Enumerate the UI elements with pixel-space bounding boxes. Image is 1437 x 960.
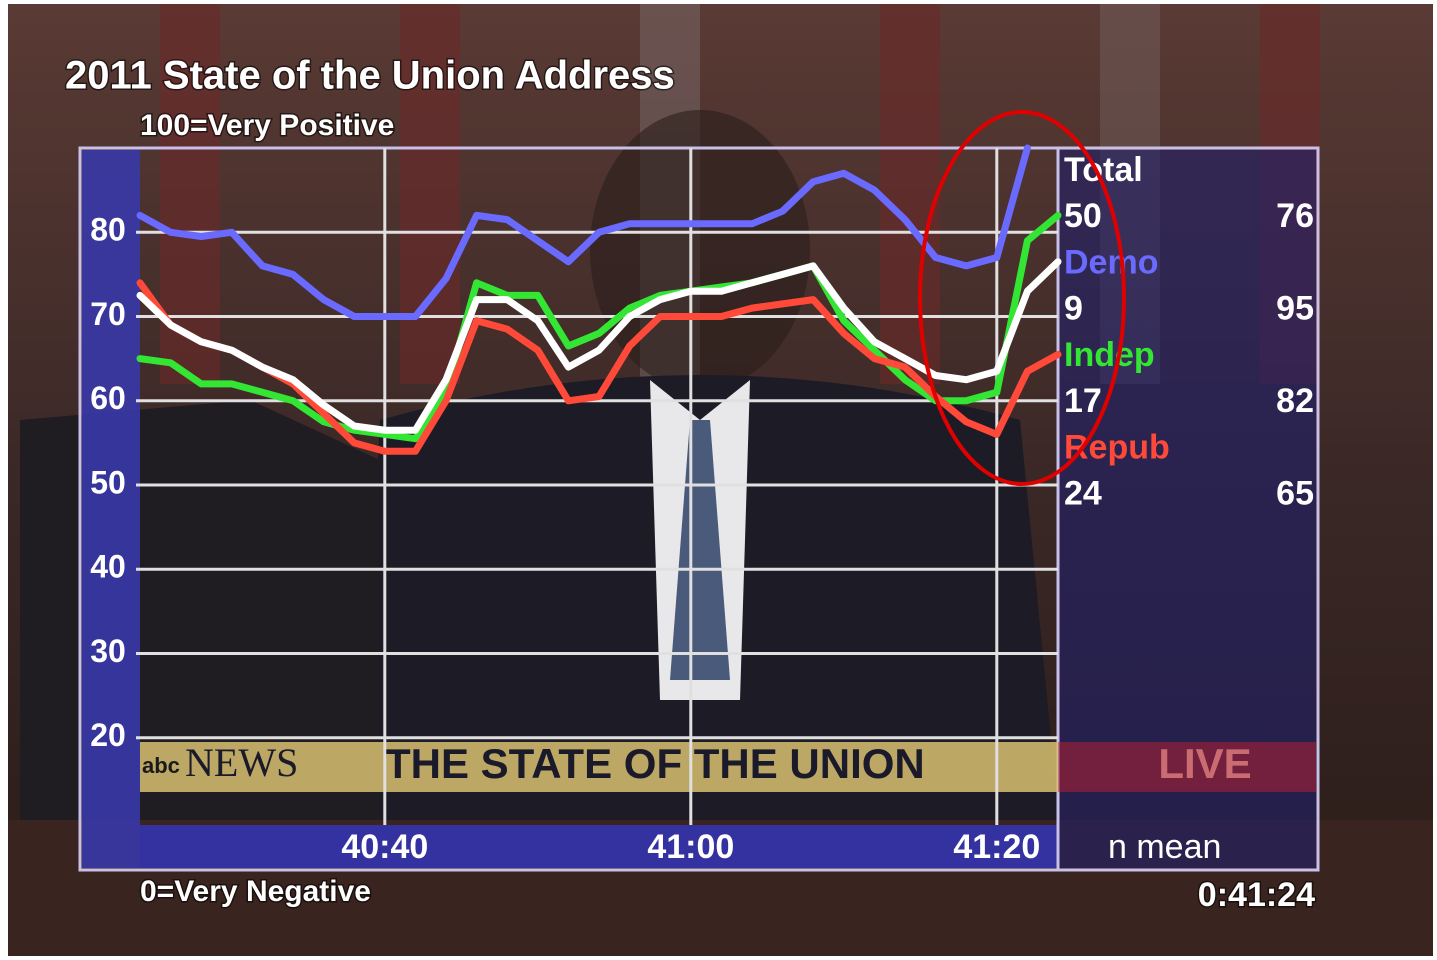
news-banner: abc NEWS THE STATE OF THE UNION LIVE <box>140 740 1316 792</box>
x-tick-label: 41:20 <box>953 828 1040 866</box>
legend-name: Demo <box>1064 243 1158 281</box>
stat-n: 9 <box>1064 289 1083 327</box>
stat-mean: 76 <box>1276 197 1314 235</box>
timestamp: 0:41:24 <box>1198 876 1315 914</box>
y-tick-label: 30 <box>90 633 126 669</box>
chart-title: 2011 State of the Union Address <box>65 54 675 98</box>
y-tick-label: 70 <box>90 296 126 332</box>
banner-logo: abc <box>142 753 180 778</box>
y-tick-label: 80 <box>90 212 126 248</box>
banner-network: NEWS <box>185 740 298 785</box>
stat-mean: 82 <box>1276 382 1314 420</box>
legend-name: Indep <box>1064 336 1155 374</box>
y-tick-label: 40 <box>90 549 126 585</box>
stats-header: n mean <box>1108 828 1221 866</box>
stat-n: 50 <box>1064 197 1102 235</box>
banner-live: LIVE <box>1158 740 1251 787</box>
legend-name: Repub <box>1064 428 1170 466</box>
stat-n: 17 <box>1064 382 1102 420</box>
y-tick-label: 50 <box>90 464 126 500</box>
stat-mean: 95 <box>1276 289 1314 327</box>
top-scale-label: 100=Very Positive <box>140 109 394 142</box>
x-tick-label: 40:40 <box>341 828 428 866</box>
stat-mean: 65 <box>1276 474 1314 512</box>
x-tick-label: 41:00 <box>647 828 734 866</box>
y-tick-label: 20 <box>90 717 126 753</box>
page: {"chart_data": { "type": "line", "title"… <box>0 0 1437 960</box>
stat-n: 24 <box>1064 474 1102 512</box>
banner-title: THE STATE OF THE UNION <box>385 740 925 787</box>
y-tick-label: 60 <box>90 380 126 416</box>
bottom-scale-label: 0=Very Negative <box>140 875 371 908</box>
chart: abc NEWS THE STATE OF THE UNION LIVE 20 3… <box>0 0 1437 960</box>
